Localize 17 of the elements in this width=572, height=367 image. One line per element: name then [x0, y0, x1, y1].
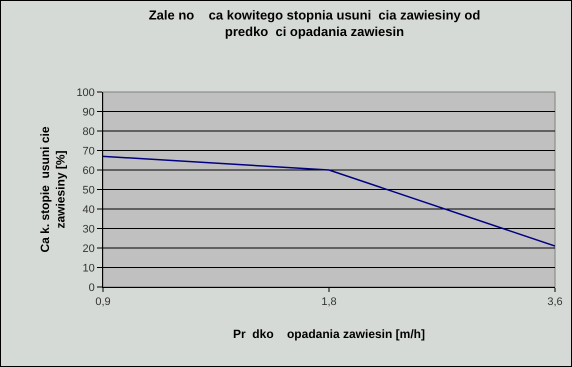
y-tick-label: 10	[82, 262, 95, 274]
y-tick-label: 90	[82, 106, 95, 118]
y-tick-label: 70	[82, 145, 95, 158]
y-tick-label: 20	[82, 242, 95, 255]
y-tick-label: 40	[82, 204, 95, 216]
x-tick-label: 1,8	[321, 296, 337, 308]
x-tick-label: 0,9	[95, 296, 111, 308]
y-tick-label: 60	[82, 164, 95, 177]
y-tick-label: 50	[82, 184, 95, 196]
y-tick-label: 30	[82, 223, 95, 236]
chart-title: Zale no ca kowitego stopnia usuni cia zawiesiny od predko ci opadania zawiesin	[148, 7, 480, 40]
y-tick-label: 80	[82, 126, 95, 138]
y-tick-label: 0	[88, 282, 95, 294]
y-tick-label: 100	[76, 86, 95, 99]
x-tick-label: 3,6	[547, 296, 563, 308]
y-axis-title: Ca k. stopie usuni cie zawiesiny [%]	[38, 126, 68, 253]
x-axis-title: Pr dko opadania zawiesin [m/h]	[232, 327, 426, 342]
